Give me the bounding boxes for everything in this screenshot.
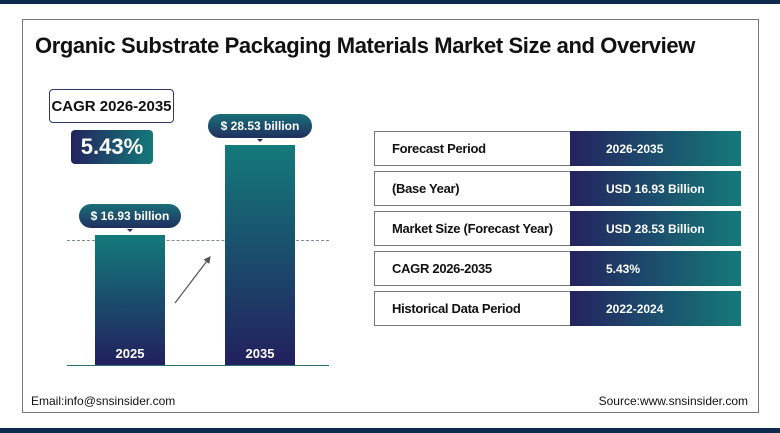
table-row: Forecast Period 2026-2035: [374, 131, 741, 166]
row-key: Historical Data Period: [374, 291, 570, 326]
row-key: Forecast Period: [374, 131, 570, 166]
frame: [22, 19, 759, 413]
row-key: CAGR 2026-2035: [374, 251, 570, 286]
row-value: 2022-2024: [570, 291, 741, 326]
row-value: 5.43%: [570, 251, 741, 286]
table-row: CAGR 2026-2035 5.43%: [374, 251, 741, 286]
bar-category-label: 2025: [115, 346, 145, 361]
row-key: Market Size (Forecast Year): [374, 211, 570, 246]
bottom-bar: [0, 428, 780, 433]
reference-dashed-line: [67, 240, 329, 241]
bar-2035: 2035: [225, 145, 295, 365]
row-value: USD 28.53 Billion: [570, 211, 741, 246]
email-text: Email:info@snsinsider.com: [31, 394, 176, 408]
table-row: Historical Data Period 2022-2024: [374, 291, 741, 326]
source-text: Source:www.snsinsider.com: [598, 394, 748, 408]
page-title: Organic Substrate Packaging Materials Ma…: [35, 33, 695, 58]
row-key: (Base Year): [374, 171, 570, 206]
bar-value-label: $ 28.53 billion: [208, 114, 312, 142]
bar-category-label: 2035: [245, 346, 275, 361]
bar-value-label: $ 16.93 billion: [79, 204, 181, 232]
bar-2025: 2025: [95, 235, 165, 365]
table-row: Market Size (Forecast Year) USD 28.53 Bil…: [374, 211, 741, 246]
baseline: [67, 365, 329, 366]
top-bar: [0, 0, 780, 4]
growth-arrow-icon: [174, 256, 211, 304]
cagr-value: 5.43%: [71, 130, 153, 164]
cagr-label: CAGR 2026-2035: [49, 89, 174, 123]
table-row: (Base Year) USD 16.93 Billion: [374, 171, 741, 206]
row-value: USD 16.93 Billion: [570, 171, 741, 206]
row-value: 2026-2035: [570, 131, 741, 166]
